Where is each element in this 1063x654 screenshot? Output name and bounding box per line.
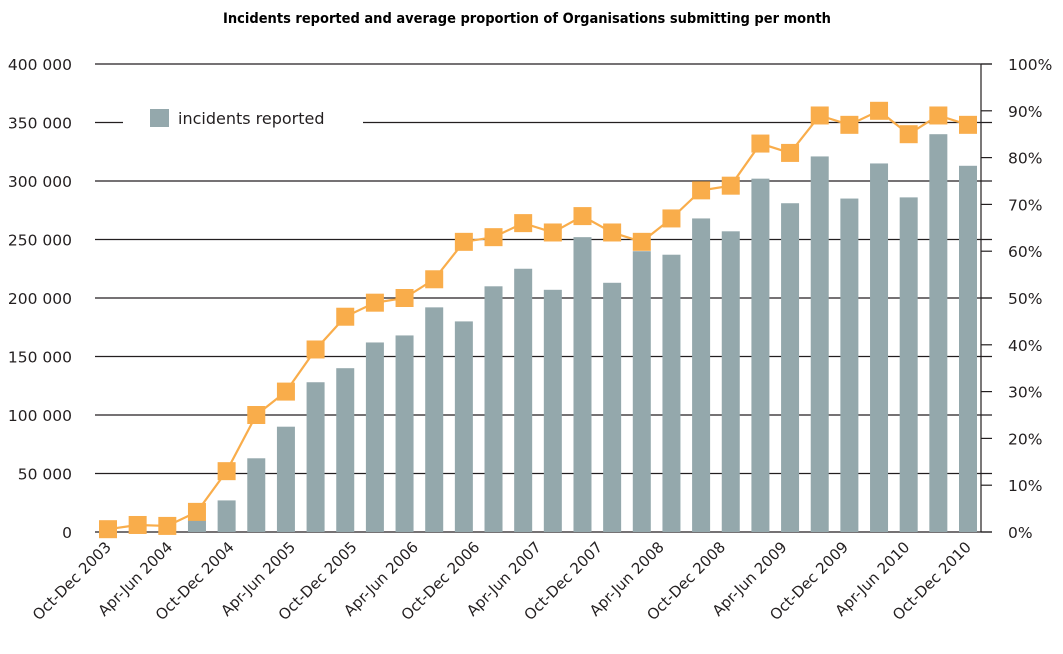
bar xyxy=(336,368,355,532)
line-marker xyxy=(484,228,503,247)
line-marker xyxy=(632,232,651,251)
bar xyxy=(959,165,977,533)
y-tick-label: 0 xyxy=(62,524,72,542)
bar xyxy=(276,426,295,532)
bar xyxy=(810,156,829,532)
line-marker xyxy=(959,115,977,134)
y-axis-left: 0 50 000 100 000 150 000 200 000 250 000 300 0… xyxy=(8,56,72,542)
y-tick-label: 150 000 xyxy=(8,349,72,367)
line-marker xyxy=(336,307,355,326)
bar xyxy=(781,203,800,533)
y2-tick-label: 80% xyxy=(1008,150,1042,168)
bar xyxy=(514,268,533,532)
bar xyxy=(306,382,325,532)
y-tick-label: 400 000 xyxy=(8,56,72,74)
line-marker xyxy=(395,289,414,307)
y2-tick-label: 100% xyxy=(1008,56,1052,74)
line-marker xyxy=(573,207,592,226)
bar xyxy=(247,458,266,532)
bar xyxy=(395,335,414,532)
line-marker xyxy=(158,516,177,535)
y-tick-label: 200 000 xyxy=(8,290,72,308)
bar xyxy=(692,218,711,532)
line-marker xyxy=(276,382,295,401)
y-tick-label: 50 000 xyxy=(18,466,72,484)
bar-series xyxy=(187,134,977,533)
line-marker xyxy=(514,214,533,233)
bar xyxy=(217,500,236,532)
y2-tick-label: 0% xyxy=(1008,524,1033,542)
line-marker xyxy=(425,270,444,289)
line-marker xyxy=(692,181,711,200)
line-marker xyxy=(365,293,384,312)
line-marker xyxy=(247,406,266,424)
line-marker xyxy=(187,502,206,521)
y2-tick-label: 70% xyxy=(1008,196,1042,214)
bar xyxy=(603,282,622,532)
y2-tick-label: 10% xyxy=(1008,477,1042,495)
y-tick-label: 350 000 xyxy=(8,115,72,133)
y-tick-label: 300 000 xyxy=(8,173,72,191)
line-marker xyxy=(128,515,147,534)
gridlines xyxy=(95,63,992,533)
line-marker xyxy=(721,176,740,195)
line-marker xyxy=(781,143,800,162)
bar xyxy=(632,251,651,532)
legend-label-incidents: incidents reported xyxy=(178,109,325,128)
bar xyxy=(662,254,681,532)
bar xyxy=(721,231,740,532)
line-marker xyxy=(810,106,829,125)
line-marker xyxy=(929,106,948,125)
line-marker xyxy=(543,223,562,242)
line-series xyxy=(99,101,977,539)
line-marker xyxy=(899,125,918,144)
line-marker xyxy=(662,209,681,228)
bar xyxy=(840,198,859,533)
bar xyxy=(899,197,918,532)
bar xyxy=(543,289,562,532)
bar xyxy=(929,134,948,532)
y2-tick-label: 90% xyxy=(1008,103,1042,121)
bar xyxy=(870,163,889,532)
y-axis-right: 0% 10% 20% 30% 40% 50% 60% 70% 80% 90% 100% xyxy=(980,56,1052,542)
bar xyxy=(751,178,770,532)
y2-tick-label: 30% xyxy=(1008,384,1042,402)
line-marker xyxy=(870,101,889,120)
line-marker xyxy=(751,134,770,153)
bar xyxy=(454,321,473,532)
bar xyxy=(573,237,592,532)
bar xyxy=(425,307,444,532)
y2-tick-label: 20% xyxy=(1008,430,1042,448)
line-marker xyxy=(840,115,859,134)
y2-tick-label: 40% xyxy=(1008,337,1042,355)
line-marker xyxy=(454,232,473,251)
legend: incidents reported xyxy=(123,104,363,134)
bar xyxy=(484,286,503,532)
y2-tick-label: 60% xyxy=(1008,243,1042,261)
bar xyxy=(187,520,206,532)
y2-tick-label: 50% xyxy=(1008,290,1042,308)
y-tick-label: 250 000 xyxy=(8,232,72,250)
chart-title: Incidents reported and average proportio… xyxy=(223,11,831,27)
line-path xyxy=(107,109,969,531)
line-marker xyxy=(217,462,236,481)
y-tick-label: 100 000 xyxy=(8,407,72,425)
line-marker xyxy=(603,223,622,242)
legend-swatch-incidents xyxy=(150,109,169,127)
line-marker xyxy=(306,340,325,359)
bar xyxy=(365,342,384,532)
line-marker xyxy=(99,520,117,539)
